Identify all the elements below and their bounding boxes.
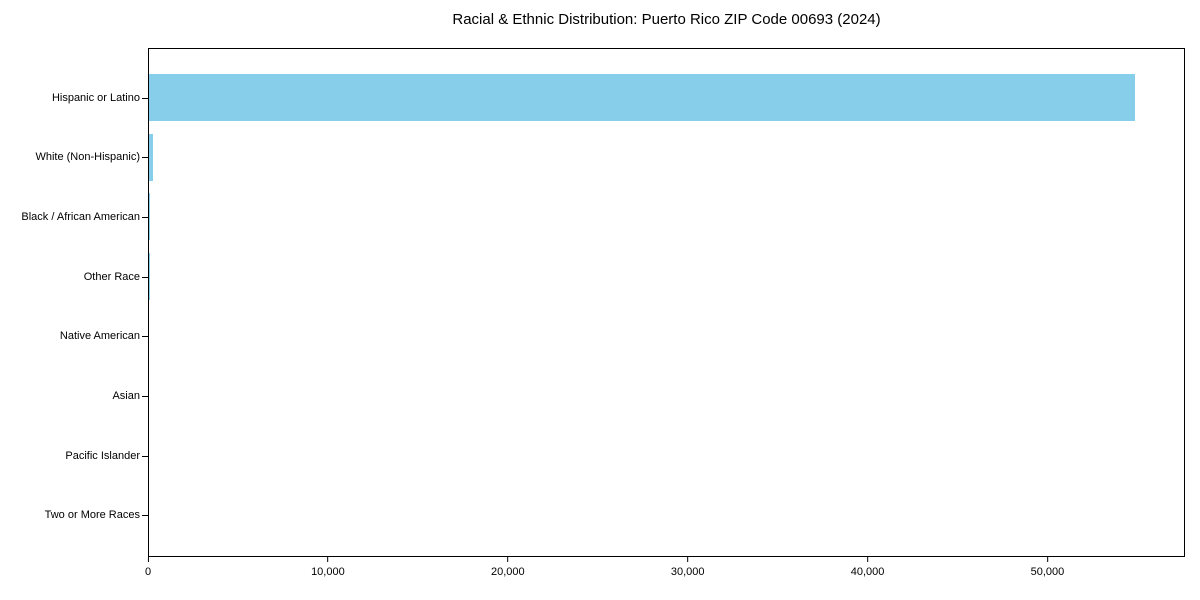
x-tick: 40,000 — [850, 557, 885, 578]
x-tick: 30,000 — [671, 557, 705, 578]
x-tick-label: 50,000 — [1030, 566, 1065, 578]
category-label: Two or More Races — [44, 509, 140, 522]
chart-title: Racial & Ethnic Distribution: Puerto Ric… — [452, 11, 881, 28]
y-tick-mark — [142, 515, 148, 517]
x-tick: 10,000 — [311, 557, 345, 578]
x-tick: 20,000 — [491, 557, 525, 578]
y-tick-mark — [142, 336, 148, 338]
y-tick-mark — [142, 97, 148, 99]
bar-rows: Hispanic or Latino White (Non-Hispanic) Bl… — [21, 74, 1184, 539]
bar-row: Hispanic or Latino — [52, 74, 1184, 121]
bar — [149, 253, 150, 301]
bar — [149, 133, 154, 181]
x-tick-label: 0 — [144, 566, 152, 578]
y-tick-mark — [142, 216, 148, 218]
bar-row: Native American — [60, 313, 1184, 360]
x-tick-mark — [867, 557, 869, 562]
y-tick-mark — [142, 396, 148, 398]
category-label: White (Non-Hispanic) — [35, 151, 140, 164]
x-tick: 50,000 — [1030, 557, 1065, 578]
x-tick: 0 — [145, 557, 151, 578]
y-tick-mark — [142, 157, 148, 159]
x-tick-mark — [1046, 557, 1048, 562]
x-axis-ticks: 0 10,000 20,000 30,000 40,000 50,000 — [145, 557, 1185, 587]
x-tick-mark — [147, 557, 149, 562]
bar-row: Two or More Races — [45, 492, 1184, 539]
category-label: Hispanic or Latino — [51, 91, 140, 104]
category-label: Native American — [59, 330, 140, 343]
x-tick-label: 30,000 — [670, 566, 705, 578]
bar-row: Asian — [112, 373, 1184, 420]
bar-row: Black / African American — [21, 193, 1184, 241]
y-tick-mark — [142, 276, 148, 278]
x-tick-mark — [687, 557, 689, 562]
category-label: Pacific Islander — [65, 449, 140, 462]
bar-row: Pacific Islander — [65, 432, 1184, 479]
bar — [149, 193, 150, 241]
bar-row: Other Race — [84, 253, 1184, 301]
y-tick-mark — [142, 455, 148, 457]
x-tick-mark — [327, 557, 329, 562]
x-tick-label: 40,000 — [850, 566, 885, 578]
x-tick-label: 10,000 — [311, 566, 345, 578]
category-label: Other Race — [83, 270, 140, 283]
category-label: Asian — [112, 390, 140, 403]
x-tick-label: 20,000 — [490, 566, 525, 578]
plot-area: Hispanic or Latino White (Non-Hispanic) Bl… — [21, 48, 1185, 557]
bar — [149, 74, 1135, 121]
x-tick-mark — [507, 557, 509, 562]
bar-row: White (Non-Hispanic) — [35, 133, 1184, 181]
category-label: Black / African American — [21, 210, 140, 223]
